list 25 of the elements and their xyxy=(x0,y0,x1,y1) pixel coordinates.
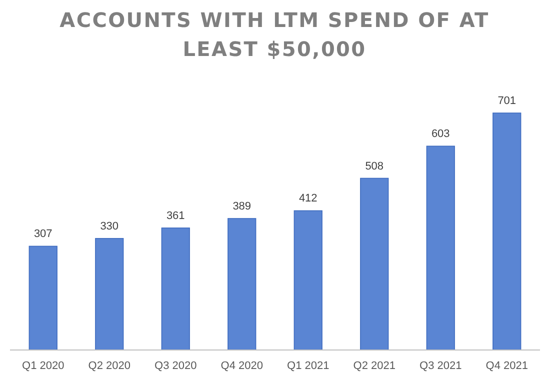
data-label: 701 xyxy=(498,95,516,107)
x-tick-label: Q1 2021 xyxy=(287,360,330,372)
bar xyxy=(492,112,522,350)
bar xyxy=(161,228,190,350)
x-tick-label: Q3 2020 xyxy=(154,360,197,372)
bar xyxy=(95,238,124,350)
x-tick-label: Q2 2020 xyxy=(88,360,130,372)
x-tick-label: Q4 2020 xyxy=(220,360,263,372)
data-label: 412 xyxy=(298,192,318,205)
chart-title: ACCOUNTS WITH LTM SPEND OF AT LEAST $50,000 xyxy=(60,8,490,61)
data-label: 330 xyxy=(100,220,119,232)
x-tick-label: Q4 2021 xyxy=(486,360,528,372)
x-tick-label: Q2 2021 xyxy=(353,360,396,372)
data-label: 307 xyxy=(34,228,52,240)
data-label: 389 xyxy=(232,200,252,212)
bar xyxy=(294,210,322,350)
bar xyxy=(426,146,455,350)
data-label: 361 xyxy=(166,210,185,222)
bar xyxy=(228,218,256,350)
bar xyxy=(360,178,389,350)
x-tick-label: Q3 2021 xyxy=(420,360,462,372)
data-label: 603 xyxy=(431,128,450,140)
bar xyxy=(28,246,58,350)
data-label: 508 xyxy=(365,160,384,172)
x-tick-label: Q1 2020 xyxy=(22,360,64,372)
